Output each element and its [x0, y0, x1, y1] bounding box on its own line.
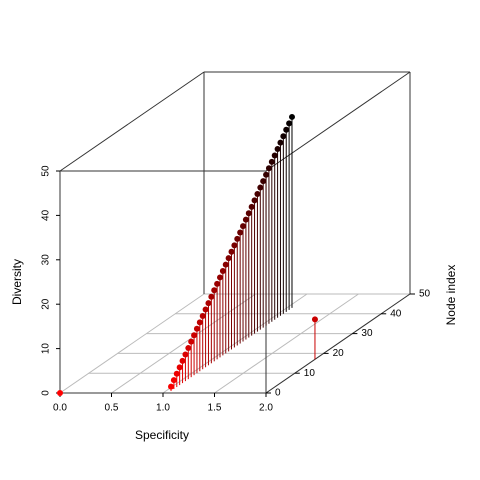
z-tick-label: 50: [41, 165, 52, 177]
point: [283, 126, 290, 133]
point: [182, 351, 189, 358]
point: [260, 178, 267, 185]
y-tick-label: 20: [333, 348, 345, 359]
point: [248, 203, 255, 210]
point: [222, 261, 229, 268]
box-edge: [59, 71, 205, 172]
point: [280, 133, 287, 140]
point: [271, 152, 278, 159]
point: [311, 316, 318, 323]
point: [242, 216, 249, 223]
y-tick-label: 0: [275, 388, 281, 399]
point: [257, 184, 264, 191]
point: [254, 190, 261, 197]
x-axis-title: Specificity: [135, 428, 189, 442]
point: [57, 390, 63, 396]
x-tick-label: 0.0: [53, 403, 67, 414]
z-tick-label: 10: [41, 343, 52, 355]
point: [286, 120, 293, 127]
point: [193, 325, 200, 332]
point: [237, 229, 244, 236]
y-tick-label: 30: [361, 328, 373, 339]
point: [268, 158, 275, 165]
x-tick-label: 0.5: [105, 403, 119, 414]
point: [205, 300, 212, 307]
point: [251, 197, 258, 204]
point: [185, 345, 192, 352]
point: [288, 113, 295, 120]
z-tick-label: 40: [41, 209, 52, 221]
point: [219, 268, 226, 275]
point: [208, 293, 215, 300]
point: [196, 319, 203, 326]
y-tick-label: 10: [304, 368, 316, 379]
point: [168, 383, 175, 390]
z-tick-label: 0: [41, 390, 52, 396]
y-tick-label: 50: [419, 289, 431, 300]
point: [225, 255, 232, 262]
point: [265, 165, 272, 172]
point: [170, 377, 177, 384]
point: [173, 370, 180, 377]
z-tick-label: 20: [41, 298, 52, 310]
x-tick-label: 2.0: [259, 403, 273, 414]
point: [228, 248, 235, 255]
box-edge: [265, 71, 411, 172]
grid-line: [59, 293, 205, 394]
point: [231, 242, 238, 249]
z-axis-title: Diversity: [10, 259, 24, 305]
point: [240, 223, 247, 230]
box-edge: [265, 293, 411, 394]
point: [179, 357, 186, 364]
y-axis-title: Node index: [444, 265, 458, 326]
x-tick-label: 1.0: [156, 403, 170, 414]
grid-line: [162, 293, 308, 394]
point: [202, 306, 209, 313]
grid-line: [214, 293, 359, 394]
y-tick-label: 40: [390, 308, 402, 319]
point: [234, 235, 241, 242]
point: [211, 287, 218, 294]
point: [191, 332, 198, 339]
z-tick-label: 30: [41, 254, 52, 266]
point: [274, 146, 281, 153]
point: [263, 171, 270, 178]
point: [216, 274, 223, 281]
point: [214, 280, 221, 287]
point: [245, 210, 252, 217]
point: [176, 364, 183, 371]
point: [199, 312, 206, 319]
point: [188, 338, 195, 345]
point: [277, 139, 284, 146]
x-tick-label: 1.5: [208, 403, 222, 414]
